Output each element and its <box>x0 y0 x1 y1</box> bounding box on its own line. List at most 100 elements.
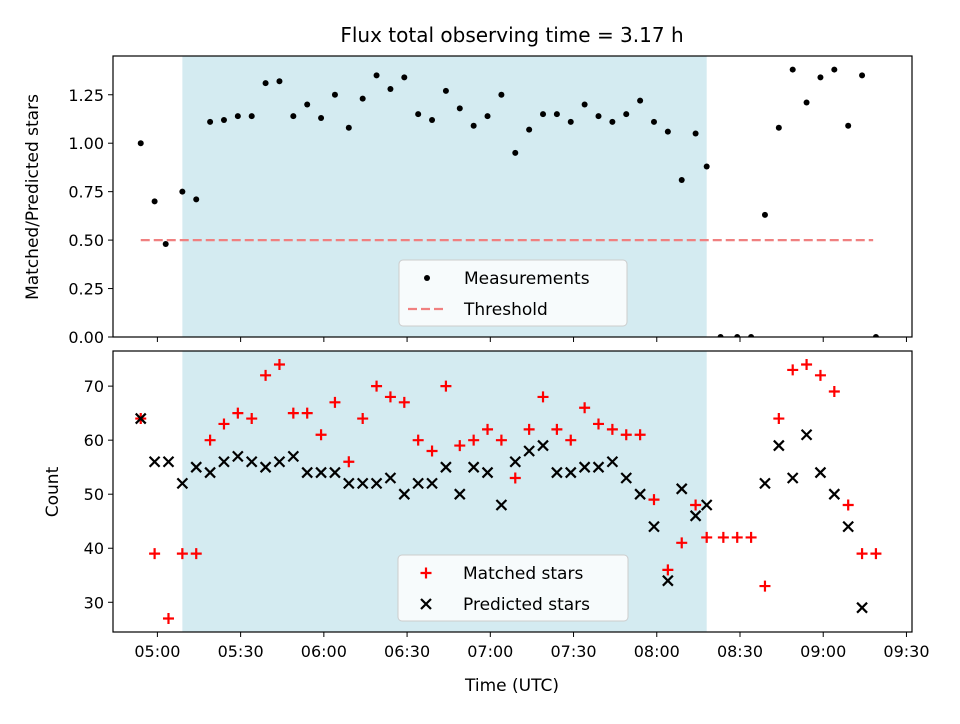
x-tick-label: 07:00 <box>467 642 513 661</box>
measurement-point <box>540 111 547 118</box>
measurement-point <box>387 85 394 92</box>
predicted-star-point <box>329 466 341 479</box>
measurement-point <box>734 334 741 337</box>
matched-star-point <box>357 413 369 425</box>
matched-star-point <box>246 413 258 425</box>
matched-star-point <box>509 472 521 484</box>
measurement-point <box>789 66 796 73</box>
predicted-star-point <box>287 450 300 463</box>
matched-star-point <box>801 359 813 371</box>
predicted-star-point <box>315 466 327 479</box>
predicted-star-point <box>481 466 494 479</box>
legend-label: Threshold <box>463 300 548 320</box>
x-tick-label: 06:00 <box>301 642 347 661</box>
predicted-star-point <box>578 461 591 473</box>
matched-star-point <box>482 423 494 435</box>
y-tick-label: 1.00 <box>68 134 104 153</box>
measurement-point <box>318 115 325 122</box>
predicted-star-point <box>495 499 508 511</box>
legend-label: Predicted stars <box>463 595 590 615</box>
measurement-point <box>248 113 255 120</box>
predicted-star-point <box>700 499 713 511</box>
matched-star-point <box>814 369 826 381</box>
predicted-star-point <box>440 461 452 473</box>
measurement-point <box>609 118 616 125</box>
data-layer <box>137 66 879 337</box>
bottom-y-axis-label: Count <box>43 466 63 517</box>
measurement-point <box>553 111 560 118</box>
measurement-point <box>637 97 644 104</box>
predicted-star-point <box>148 456 161 468</box>
matched-star-point <box>828 386 840 398</box>
measurement-point <box>442 87 449 94</box>
axes-frame <box>112 55 913 338</box>
matched-star-point <box>287 407 299 419</box>
x-tick-label: 08:00 <box>634 642 680 661</box>
measurement-point <box>262 80 269 87</box>
measurement-point <box>761 211 768 218</box>
x-tick-label: 08:30 <box>717 642 763 661</box>
matched-star-point <box>384 391 396 403</box>
legend-predicted-swatch <box>420 598 432 610</box>
measurement-point <box>650 118 657 125</box>
measurement-point <box>623 111 630 118</box>
matched-star-point <box>731 531 743 543</box>
y-tick-label: 30 <box>84 593 104 612</box>
predicted-star-point <box>648 520 660 533</box>
matched-star-point <box>579 402 591 414</box>
predicted-star-point <box>384 472 397 484</box>
predicted-star-point <box>370 477 383 490</box>
measurement-point <box>803 99 810 106</box>
matched-star-point <box>260 369 272 381</box>
matched-star-point <box>468 434 480 446</box>
measurement-point <box>220 116 227 123</box>
predicted-star-point <box>523 445 535 457</box>
x-tick-label: 06:30 <box>384 642 430 661</box>
y-tick-label: 0.00 <box>68 328 104 347</box>
matched-star-point <box>204 434 216 446</box>
measurement-point <box>429 116 436 123</box>
measurement-point <box>595 113 602 120</box>
predicted-star-point <box>564 466 577 479</box>
y-tick-label: 1.25 <box>68 86 104 105</box>
predicted-star-point <box>620 472 633 484</box>
predicted-star-point <box>454 488 466 500</box>
measurement-point <box>415 111 422 118</box>
measurement-point <box>345 124 352 131</box>
axes-frame <box>112 350 913 633</box>
y-tick-label: 70 <box>84 377 104 396</box>
matched-star-point <box>273 359 285 371</box>
predicted-star-point <box>343 477 355 490</box>
measurement-point <box>678 177 685 184</box>
predicted-star-point <box>509 456 522 468</box>
predicted-star-point <box>675 483 688 495</box>
predicted-star-point <box>204 466 216 479</box>
predicted-star-point <box>828 488 841 500</box>
legend-measurement-swatch <box>424 275 430 281</box>
matched-star-point <box>176 548 188 560</box>
predicted-star-point <box>662 574 674 587</box>
matched-star-point <box>232 407 244 419</box>
predicted-star-point <box>773 439 785 452</box>
bottom-panel-count: 30 40 50 60 70 05:00 05:30 06:00 06:30 07:00 07:30… <box>84 350 930 661</box>
y-tick-label: 0.50 <box>68 231 104 250</box>
measurement-point <box>498 91 505 98</box>
y-tick-label: 40 <box>84 539 104 558</box>
matched-star-point <box>454 440 466 452</box>
measurement-point <box>193 196 200 203</box>
matched-star-point <box>745 531 757 543</box>
matched-star-point <box>842 499 854 511</box>
matched-star-point <box>690 499 702 511</box>
legend-label: Measurements <box>464 269 590 289</box>
matched-star-point <box>701 531 713 543</box>
measurement-point <box>304 101 311 108</box>
measurement-point <box>401 74 408 81</box>
predicted-star-point <box>301 466 313 479</box>
measurement-point <box>331 91 338 98</box>
matched-star-point <box>662 564 674 576</box>
measurement-point <box>664 128 671 135</box>
predicted-star-point <box>232 450 244 463</box>
predicted-star-point <box>398 488 411 500</box>
measurement-point <box>470 122 477 129</box>
measurement-point <box>581 101 588 108</box>
